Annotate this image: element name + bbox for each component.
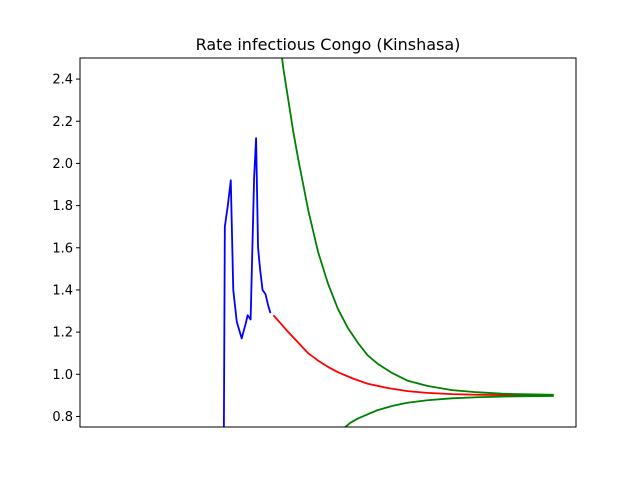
- series-line-3: [281, 58, 554, 396]
- y-tick-label: 1.8: [52, 199, 73, 214]
- y-tick-label: 1.4: [52, 283, 73, 298]
- series-line-1: [222, 137, 272, 427]
- plot-frame: [79, 57, 577, 428]
- series-line-4: [343, 395, 554, 427]
- y-tick-label: 0.8: [52, 410, 73, 425]
- series-line-2: [272, 314, 554, 397]
- y-axis: 0.8 1.0 1.2 1.4 1.6 1.8 2.0 2.2 2.4: [52, 73, 80, 425]
- y-tick-label: 1.2: [52, 326, 73, 341]
- y-tick-label: 1.6: [52, 241, 73, 256]
- chart-title: Rate infectious Congo (Kinshasa): [196, 35, 461, 54]
- y-tick-label: 2.2: [52, 115, 73, 130]
- y-tick-label: 1.0: [52, 368, 73, 383]
- y-tick-label: 2.0: [52, 157, 73, 172]
- y-tick-label: 2.4: [52, 73, 73, 88]
- series-layer: [222, 58, 554, 427]
